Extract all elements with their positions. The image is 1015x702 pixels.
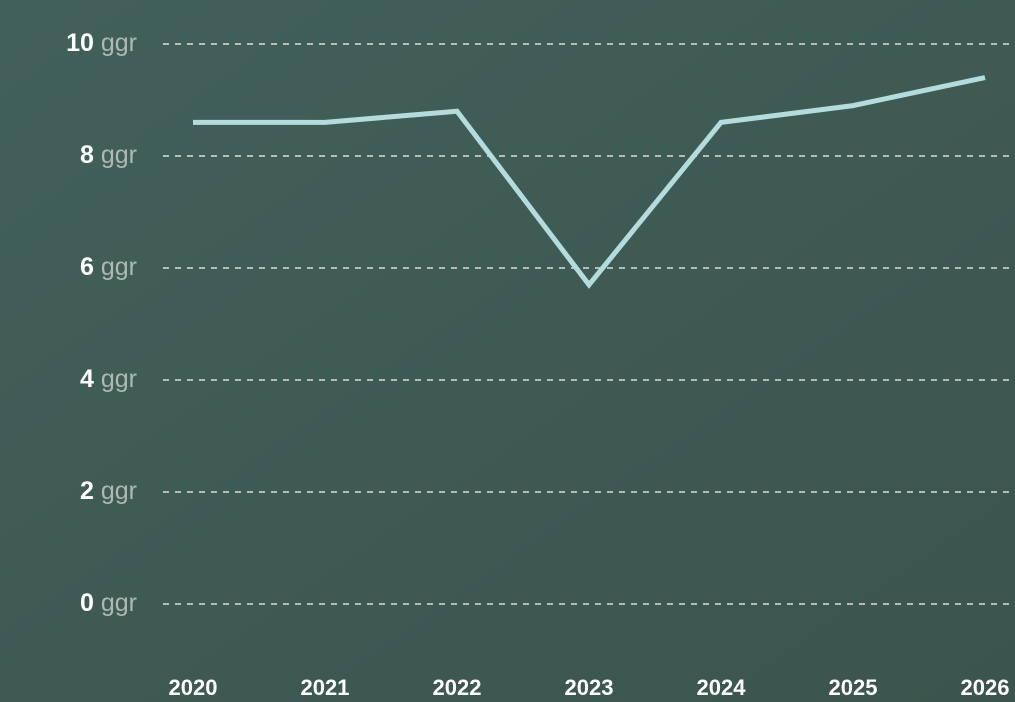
x-tick-label: 2024 bbox=[697, 675, 747, 700]
y-tick-label: 10 ggr bbox=[66, 29, 137, 57]
y-tick-label: 2 ggr bbox=[80, 477, 137, 505]
x-tick-label: 2021 bbox=[301, 675, 350, 700]
y-tick-label: 8 ggr bbox=[80, 141, 137, 169]
y-tick-label: 6 ggr bbox=[80, 253, 137, 281]
data-line bbox=[193, 75, 986, 289]
y-tick-label: 4 ggr bbox=[80, 365, 137, 393]
x-tick-label: 2020 bbox=[169, 675, 218, 700]
x-tick-label: 2023 bbox=[565, 675, 614, 700]
x-tick-label: 2026 bbox=[961, 675, 1010, 700]
y-tick-label: 0 ggr bbox=[80, 589, 137, 617]
x-tick-label: 2025 bbox=[829, 675, 878, 700]
x-tick-label: 2022 bbox=[433, 675, 482, 700]
